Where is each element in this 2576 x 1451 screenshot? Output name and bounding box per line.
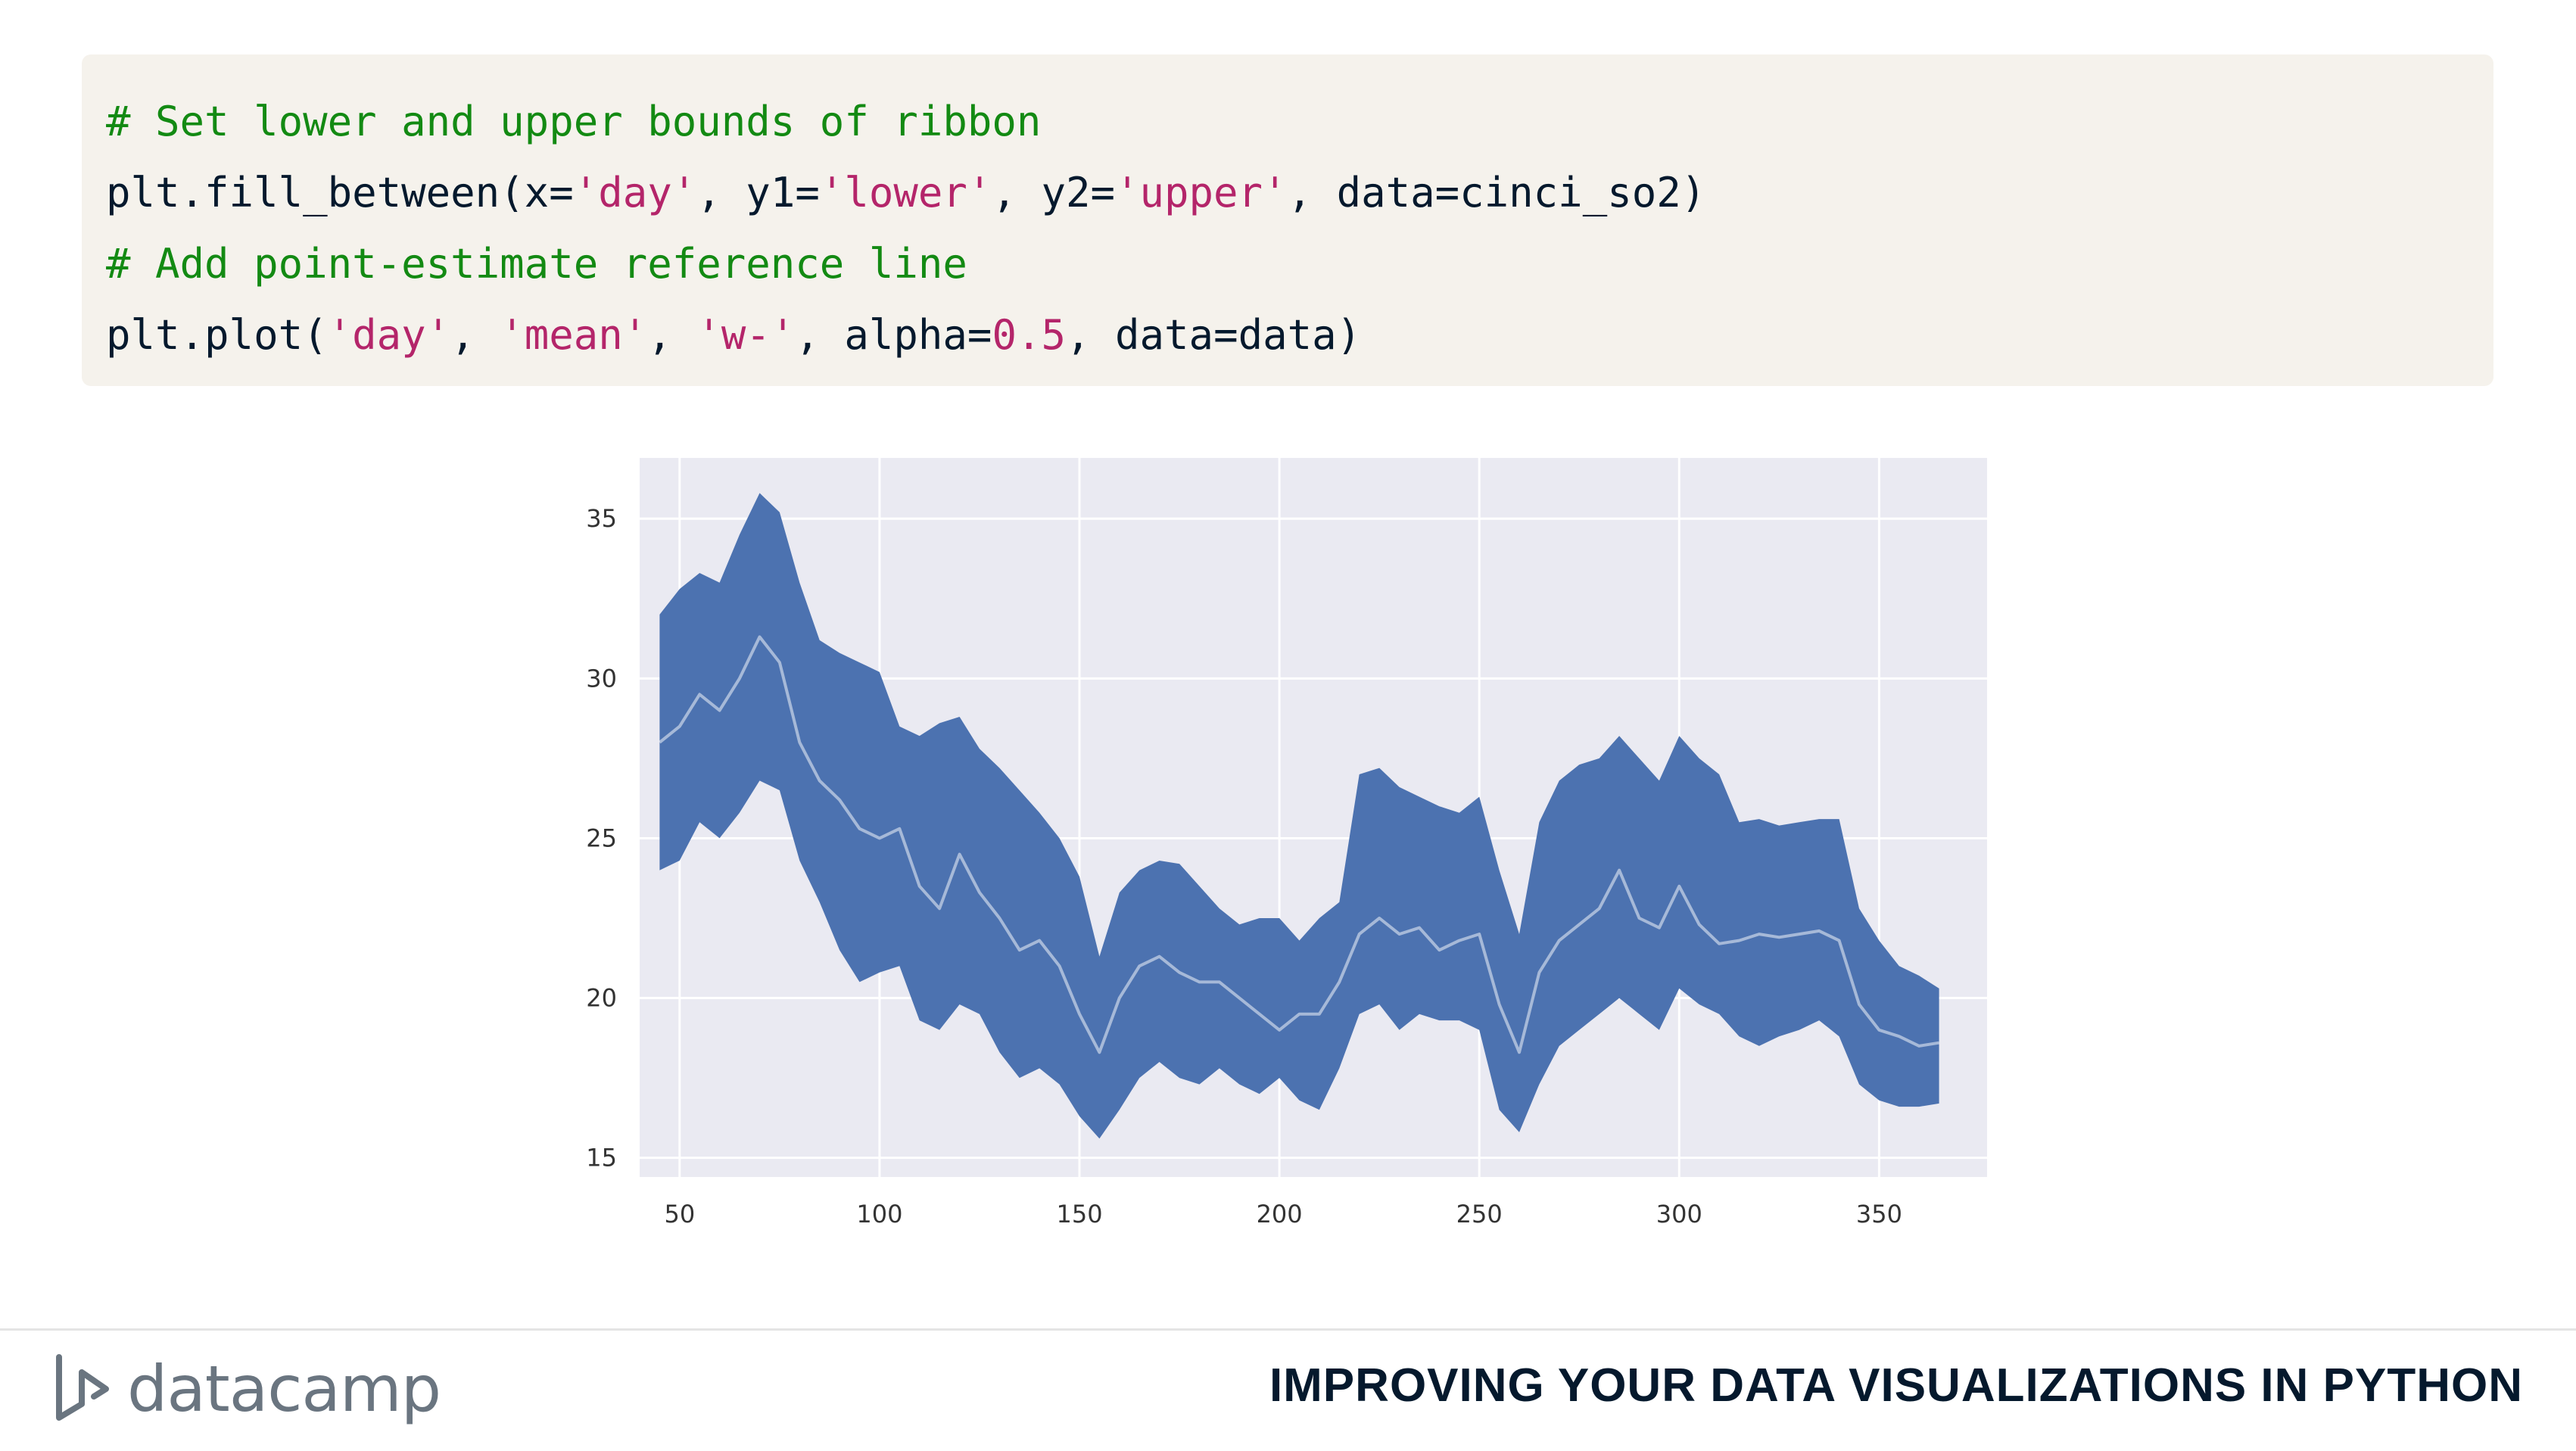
- y-tick-label: 25: [586, 824, 617, 852]
- code-token: ,: [647, 311, 697, 359]
- code-token: , data=cinci_so2): [1287, 169, 1706, 216]
- x-tick-label: 100: [856, 1200, 902, 1228]
- code-token: # Add point-estimate reference line: [106, 240, 967, 288]
- code-token: , y2=: [992, 169, 1115, 216]
- code-token: , data=data): [1066, 311, 1362, 359]
- y-tick-label: 15: [586, 1144, 617, 1172]
- code-token: , y1=: [696, 169, 820, 216]
- footer-divider: [0, 1328, 2576, 1331]
- code-line: # Set lower and upper bounds of ribbon: [106, 86, 2469, 157]
- code-line: plt.fill_between(x='day', y1='lower', y2…: [106, 157, 2469, 229]
- code-token: ,: [450, 311, 500, 359]
- code-token: 'w-': [696, 311, 796, 359]
- code-token: 'day': [327, 311, 451, 359]
- code-token: plt.plot(: [106, 311, 328, 359]
- code-token: 'day': [573, 169, 697, 216]
- datacamp-logo: datacamp: [53, 1347, 441, 1431]
- x-tick-label: 150: [1056, 1200, 1102, 1228]
- code-token: 0.5: [992, 311, 1066, 359]
- x-tick-label: 300: [1656, 1200, 1702, 1228]
- y-tick-label: 20: [586, 984, 617, 1013]
- course-title: IMPROVING YOUR DATA VISUALIZATIONS IN PY…: [1269, 1359, 2523, 1412]
- ribbon-chart: 50 100 150 200 250 300 350 15 20 25 30 35: [586, 458, 1987, 1228]
- x-tick-label: 50: [664, 1200, 695, 1228]
- x-tick-label: 250: [1456, 1200, 1503, 1228]
- x-tick-label: 350: [1856, 1200, 1902, 1228]
- x-tick-label: 200: [1257, 1200, 1303, 1228]
- y-tick-label: 30: [586, 664, 617, 693]
- code-token: 'upper': [1114, 169, 1288, 216]
- code-lines: # Set lower and upper bounds of ribbon pl…: [106, 86, 2469, 371]
- code-token: plt.fill_between(x=: [106, 169, 574, 216]
- code-line: # Add point-estimate reference line: [106, 229, 2469, 300]
- code-line: plt.plot('day', 'mean', 'w-', alpha=0.5,…: [106, 300, 2469, 371]
- confidence-ribbon: [659, 493, 1939, 1139]
- logo-text: datacamp: [127, 1352, 441, 1426]
- code-token: , alpha=: [795, 311, 992, 359]
- code-token: # Set lower and upper bounds of ribbon: [106, 98, 1042, 145]
- mean-line: [659, 635, 1939, 1054]
- code-token: 'lower': [819, 169, 992, 216]
- y-tick-label: 35: [586, 504, 617, 533]
- datacamp-logo-icon: [56, 1354, 109, 1421]
- code-token: 'mean': [500, 311, 648, 359]
- code-block: # Set lower and upper bounds of ribbon pl…: [82, 54, 2493, 386]
